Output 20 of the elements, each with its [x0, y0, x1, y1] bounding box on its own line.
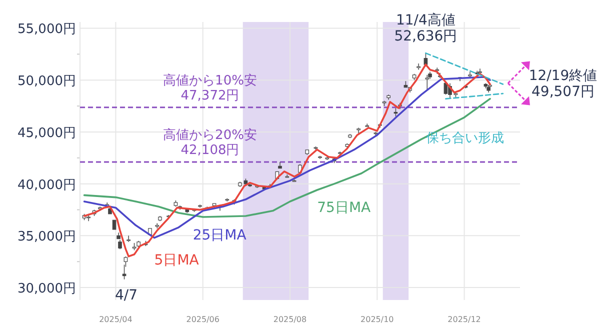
x-tick-label: 2025/10 [360, 315, 394, 324]
ref-line-label: 高値から10%安 47,372円 [163, 72, 257, 104]
annotation: 保ち合い形成 [426, 131, 504, 146]
series-label: 25日MA [192, 228, 247, 244]
annotation: 4/7 [115, 287, 138, 304]
annotation: 12/19終値 49,507円 [528, 68, 598, 100]
series-label: 5日MA [154, 252, 200, 268]
annotation: 11/4高値 52,636円 [394, 12, 458, 45]
x-tick-label: 2025/04 [99, 315, 132, 324]
series-label: 75日MA [317, 200, 372, 216]
y-tick-label: 40,000円 [18, 178, 76, 193]
y-tick-label: 55,000円 [18, 22, 76, 38]
x-tick-label: 2025/08 [273, 315, 307, 324]
ref-line-label: 高値から20%安 42,108円 [163, 126, 257, 158]
x-tick-label: 2025/06 [186, 315, 220, 324]
x-tick-label: 2025/12 [448, 315, 481, 324]
y-tick-label: 30,000円 [18, 282, 76, 297]
y-tick-label: 50,000円 [18, 74, 76, 90]
y-tick-label: 45,000円 [18, 126, 76, 141]
y-tick-label: 35,000円 [18, 230, 76, 245]
